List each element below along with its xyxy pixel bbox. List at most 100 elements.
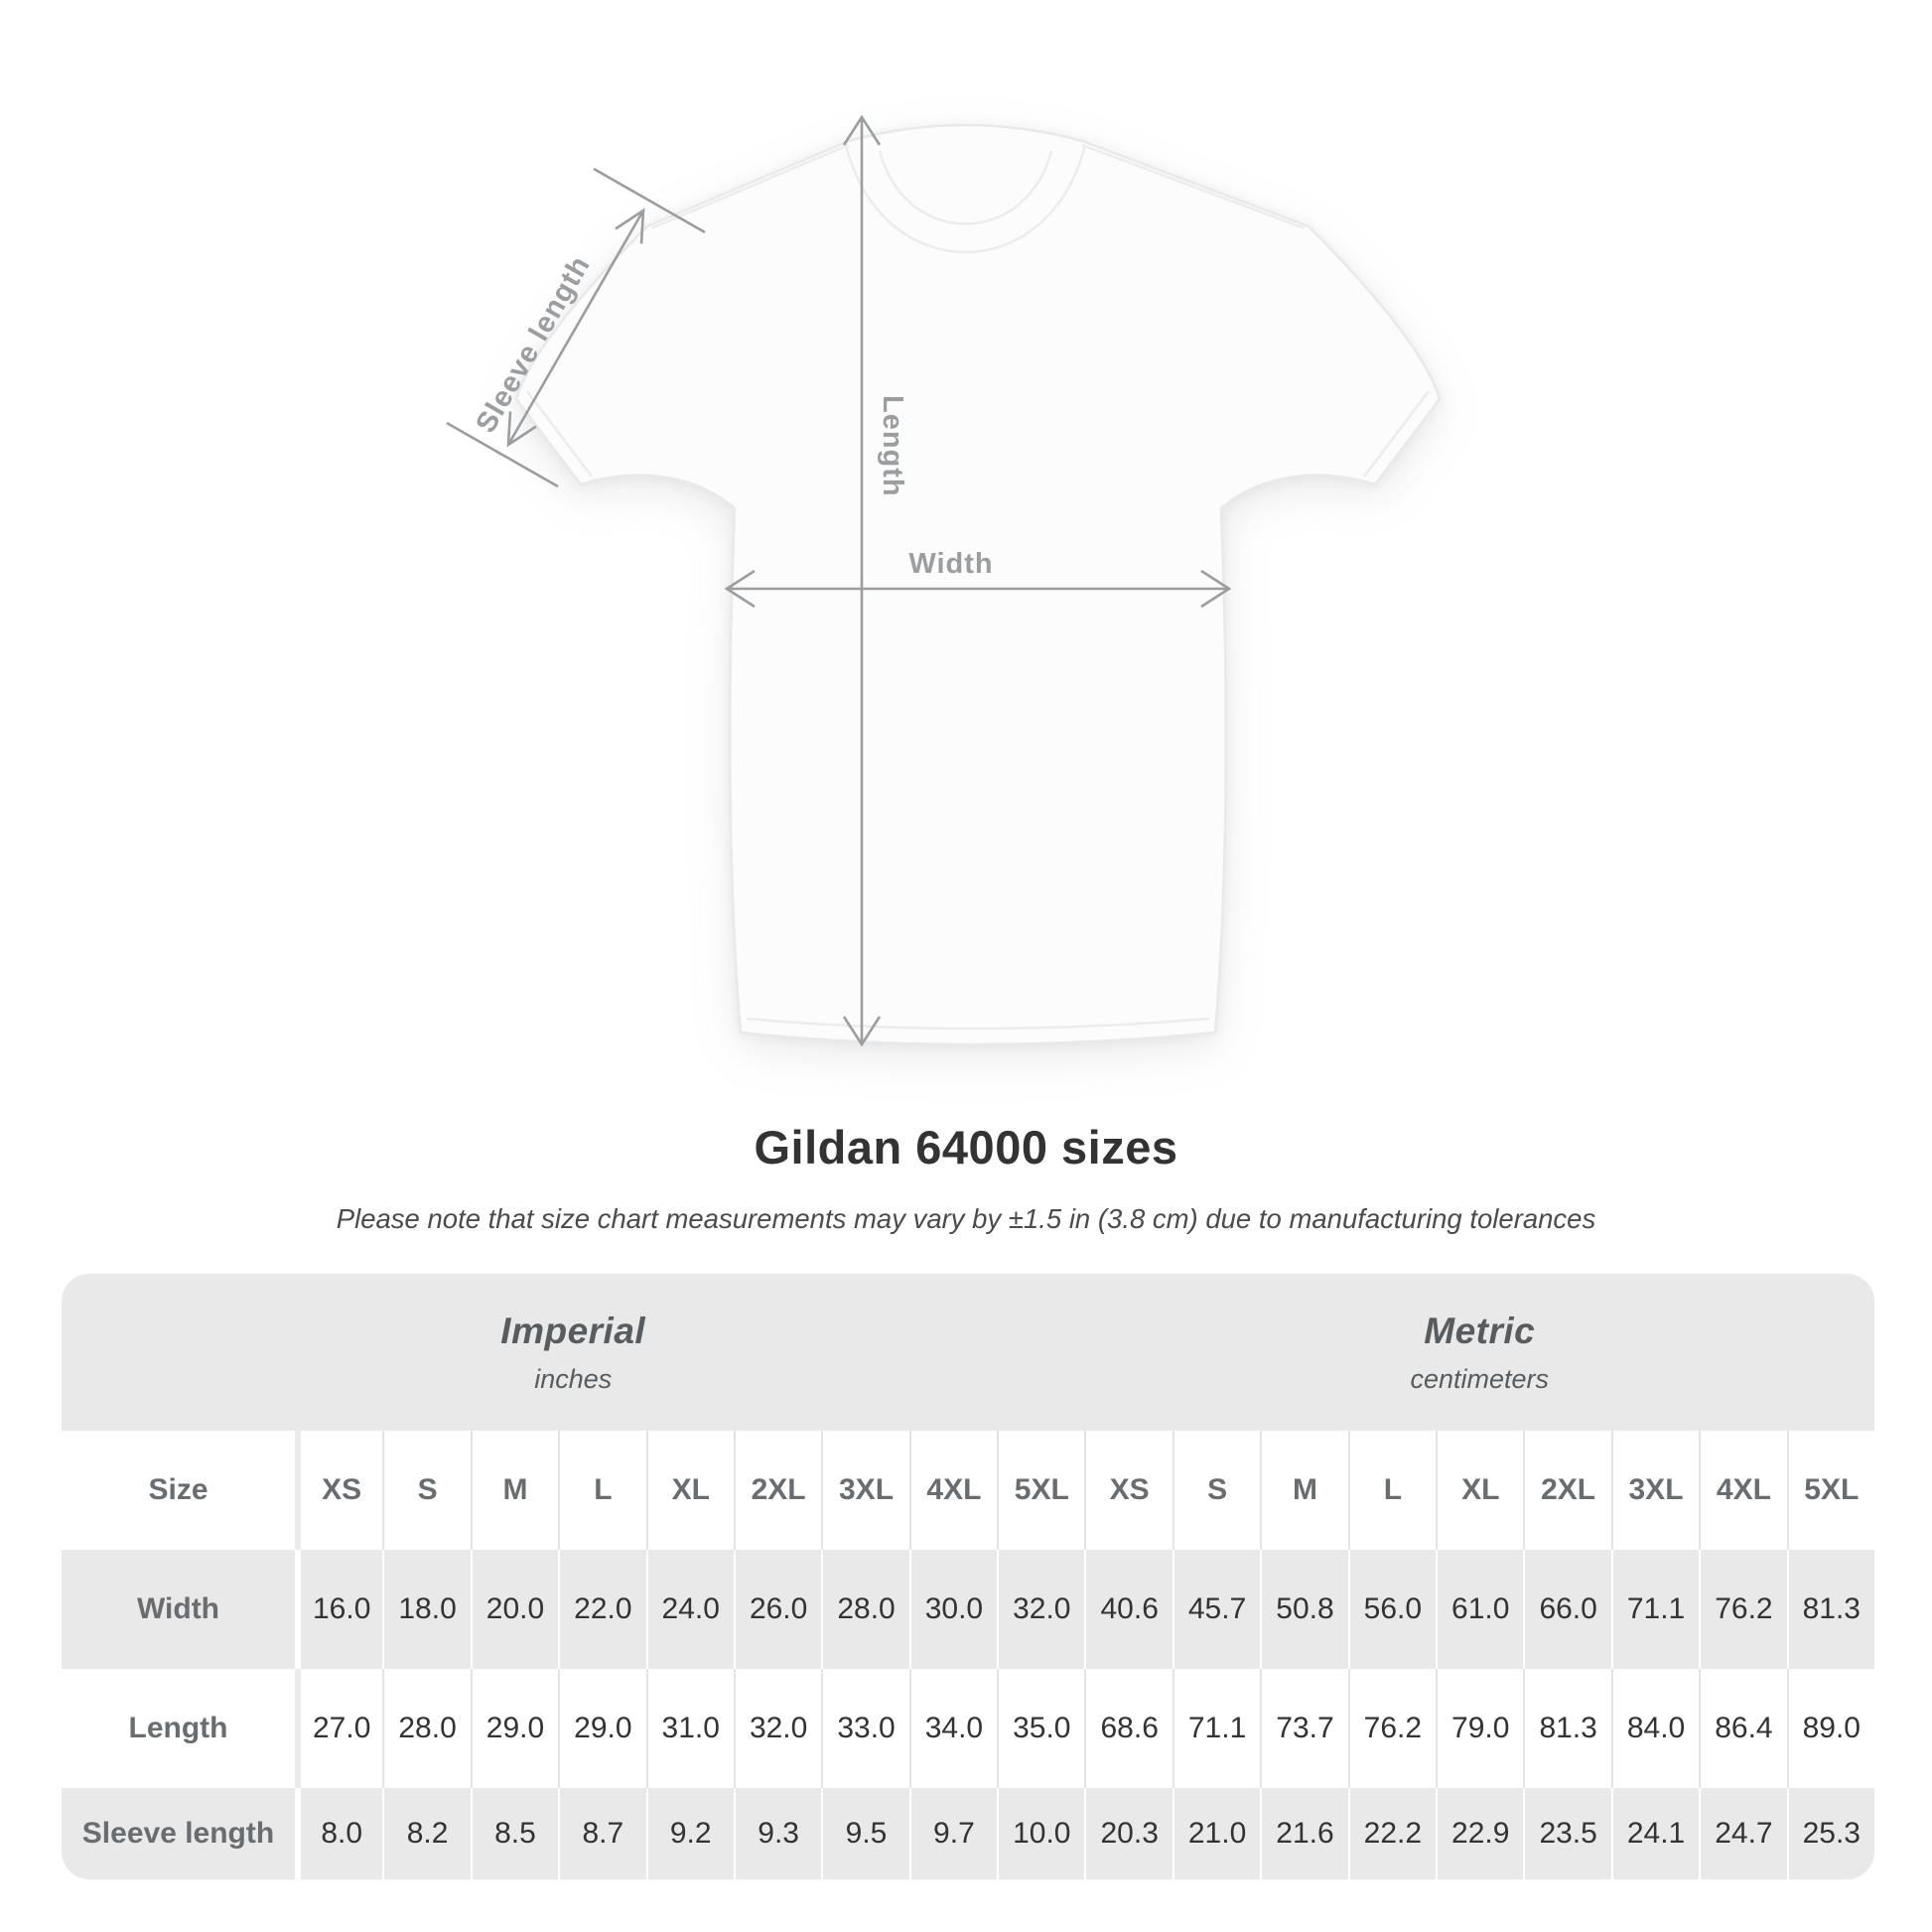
- width-row: Width 16.0 18.0 20.0 22.0 24.0 26.0 28.0…: [62, 1550, 1874, 1669]
- value-cell: 76.2: [1699, 1550, 1786, 1669]
- size-column-header: Size: [148, 1473, 208, 1506]
- bottom-hem: [746, 1017, 1210, 1031]
- value-cell: 16.0: [295, 1550, 382, 1669]
- value-cell: 26.0: [733, 1550, 821, 1669]
- size-header-cell: XL: [1436, 1431, 1523, 1550]
- size-header-row: Size XS S M L XL 2XL 3XL 4XL 5XL XS S M …: [62, 1431, 1874, 1550]
- size-header-cell: 3XL: [1610, 1431, 1699, 1550]
- value-cell: 21.6: [1260, 1788, 1347, 1879]
- size-header-cell: 4XL: [1699, 1431, 1786, 1550]
- size-header-cell: XS: [1084, 1431, 1172, 1550]
- value-cell: 10.0: [997, 1788, 1084, 1879]
- sleeve-length-row: Sleeve length 8.0 8.2 8.5 8.7 9.2 9.3 9.…: [62, 1788, 1874, 1879]
- value-cell: 21.0: [1172, 1788, 1260, 1879]
- value-cell: 22.2: [1347, 1788, 1436, 1879]
- value-cell: 28.0: [821, 1550, 908, 1669]
- metric-sublabel: centimeters: [1410, 1363, 1550, 1394]
- right-shoulder-seam: [1081, 143, 1306, 230]
- value-cell: 9.5: [821, 1788, 908, 1879]
- row-label: Length: [128, 1712, 228, 1744]
- value-cell: 22.0: [558, 1550, 645, 1669]
- value-cell: 56.0: [1347, 1550, 1436, 1669]
- page-subtitle: Please note that size chart measurements…: [336, 1203, 1596, 1234]
- value-cell: 71.1: [1172, 1669, 1260, 1788]
- sleeve-length-arrow: [446, 167, 706, 488]
- width-arrow: [724, 569, 1232, 609]
- size-header-cell: 3XL: [821, 1431, 908, 1550]
- size-header-cell: S: [382, 1431, 470, 1550]
- size-header-cell: L: [1347, 1431, 1436, 1550]
- value-cell: 40.6: [1084, 1550, 1172, 1669]
- value-cell: 81.3: [1523, 1669, 1610, 1788]
- value-cell: 34.0: [908, 1669, 997, 1788]
- value-cell: 22.9: [1436, 1788, 1523, 1879]
- collar-inner-seam: [878, 150, 1053, 225]
- value-cell: 24.1: [1610, 1788, 1699, 1879]
- metric-label: Metric: [1424, 1310, 1536, 1351]
- imperial-sublabel: inches: [534, 1363, 613, 1394]
- tshirt-diagram: Sleeve length Length Width: [446, 114, 1442, 1047]
- value-cell: 20.0: [470, 1550, 558, 1669]
- value-cell: 76.2: [1347, 1669, 1436, 1788]
- left-shoulder-seam: [650, 143, 850, 230]
- size-header-cell: 4XL: [908, 1431, 997, 1550]
- value-cell: 30.0: [908, 1550, 997, 1669]
- width-label: Width: [908, 548, 993, 580]
- value-cell: 71.1: [1610, 1550, 1699, 1669]
- row-label: Width: [136, 1592, 220, 1625]
- left-sleeve-hem: [526, 390, 593, 478]
- length-arrow: [842, 114, 882, 1047]
- value-cell: 45.7: [1172, 1550, 1260, 1669]
- value-cell: 8.7: [558, 1788, 645, 1879]
- length-label: Length: [877, 395, 908, 497]
- value-cell: 33.0: [821, 1669, 908, 1788]
- value-cell: 79.0: [1436, 1669, 1523, 1788]
- value-cell: 8.2: [382, 1788, 470, 1879]
- size-header-cell: M: [470, 1431, 558, 1550]
- value-cell: 20.3: [1084, 1788, 1172, 1879]
- value-cell: 86.4: [1699, 1669, 1786, 1788]
- size-header-cell: M: [1260, 1431, 1347, 1550]
- value-cell: 8.0: [295, 1788, 382, 1879]
- value-cell: 66.0: [1523, 1550, 1610, 1669]
- size-header-cell: XL: [645, 1431, 734, 1550]
- value-cell: 23.5: [1523, 1788, 1610, 1879]
- tshirt-shape: [514, 123, 1442, 1046]
- value-cell: 24.0: [645, 1550, 734, 1669]
- collar-outer-seam: [844, 144, 1087, 254]
- value-cell: 32.0: [733, 1669, 821, 1788]
- value-cell: 24.7: [1699, 1788, 1786, 1879]
- value-cell: 9.7: [908, 1788, 997, 1879]
- value-cell: 35.0: [997, 1669, 1084, 1788]
- size-header-cell: 5XL: [997, 1431, 1084, 1550]
- imperial-unit-group: Imperial inches: [62, 1274, 1085, 1431]
- size-header-cell: 5XL: [1786, 1431, 1874, 1550]
- metric-unit-group: Metric centimeters: [1085, 1274, 1875, 1431]
- value-cell: 68.6: [1084, 1669, 1172, 1788]
- right-sleeve-hem: [1363, 390, 1430, 478]
- row-label: Sleeve length: [81, 1817, 275, 1850]
- imperial-label: Imperial: [500, 1310, 646, 1351]
- size-header-cell: S: [1172, 1431, 1260, 1550]
- value-cell: 61.0: [1436, 1550, 1523, 1669]
- value-cell: 81.3: [1786, 1550, 1874, 1669]
- value-cell: 73.7: [1260, 1669, 1347, 1788]
- size-header-cell: 2XL: [1523, 1431, 1610, 1550]
- value-cell: 31.0: [645, 1669, 734, 1788]
- value-cell: 84.0: [1610, 1669, 1699, 1788]
- value-cell: 27.0: [295, 1669, 382, 1788]
- value-cell: 29.0: [558, 1669, 645, 1788]
- units-header-row: Imperial inches Metric centimeters: [62, 1274, 1874, 1431]
- value-cell: 29.0: [470, 1669, 558, 1788]
- page-title: Gildan 64000 sizes: [754, 1121, 1178, 1173]
- size-header-cell: XS: [295, 1431, 382, 1550]
- value-cell: 28.0: [382, 1669, 470, 1788]
- size-table: Imperial inches Metric centimeters Size …: [62, 1274, 1874, 1879]
- value-cell: 8.5: [470, 1788, 558, 1879]
- size-header-cell: 2XL: [733, 1431, 821, 1550]
- value-cell: 25.3: [1786, 1788, 1874, 1879]
- value-cell: 89.0: [1786, 1669, 1874, 1788]
- length-row: Length 27.0 28.0 29.0 29.0 31.0 32.0 33.…: [62, 1669, 1874, 1788]
- value-cell: 50.8: [1260, 1550, 1347, 1669]
